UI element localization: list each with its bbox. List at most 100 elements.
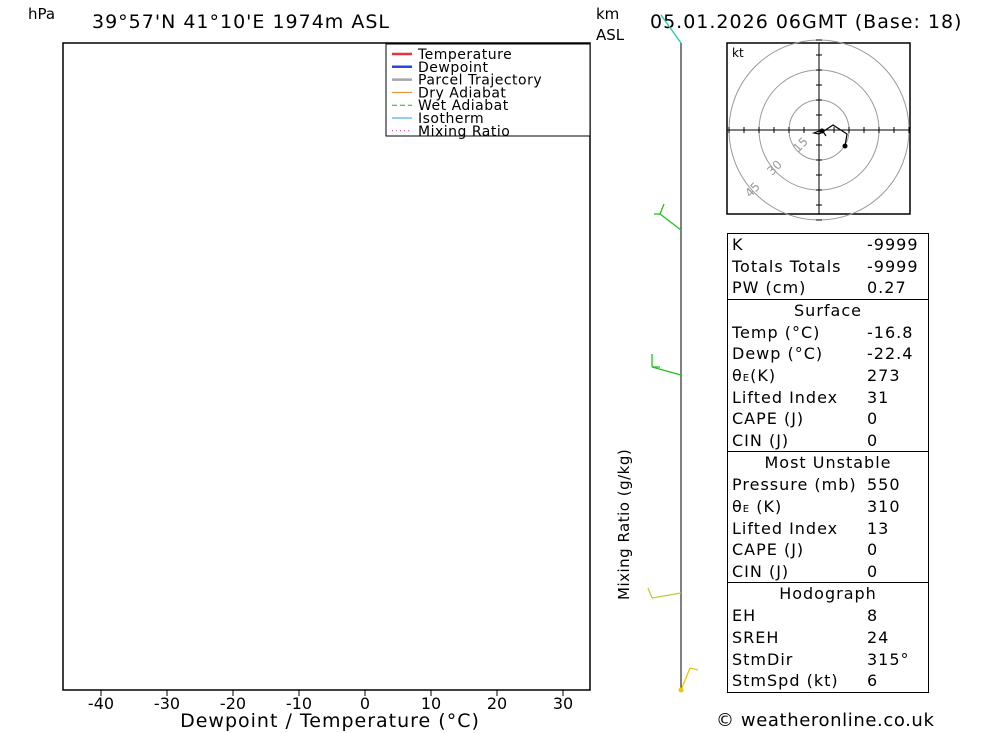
temperature-tick-label: 0 [360, 694, 370, 713]
stat-pw: PW (cm) 0.27 [728, 277, 928, 299]
stat-label: K [732, 235, 744, 254]
stat-value: 310 [867, 496, 901, 516]
wind-barb [659, 213, 682, 231]
temperature-tick-label: 10 [421, 694, 441, 713]
legend-label: Mixing Ratio [418, 124, 510, 140]
pressure-unit-label: hPa [28, 5, 55, 23]
legend-label: Dry Adiabat [418, 85, 506, 101]
altitude-asl-label: ASL [596, 26, 625, 44]
wind-barb [651, 592, 682, 599]
stat-label: Pressure (mb) [732, 475, 857, 495]
station-location: 39°57'N 41°10'E 1974m ASL [92, 11, 390, 33]
stat-surface-lifted-index: Lifted Index 31 [728, 387, 928, 409]
theta-symbol: θ [732, 365, 743, 385]
mixing-ratio-axis-title: Mixing Ratio (g/kg) [615, 449, 633, 600]
surface-heading: Surface [728, 298, 928, 322]
stat-label: θE(K) [732, 365, 776, 387]
temperature-tick-label: -10 [286, 694, 312, 713]
stat-value: 273 [867, 365, 901, 385]
x-axis-title: Dewpoint / Temperature (°C) [180, 710, 480, 732]
legend-label: Dewpoint [418, 60, 489, 76]
most-unstable-heading: Most Unstable [728, 451, 928, 474]
wind-barb [689, 667, 699, 671]
legend-label: Wet Adiabat [418, 98, 509, 114]
stat-label: Lifted Index [732, 387, 839, 407]
stat-sreh: SREH 24 [728, 627, 928, 649]
legend-label: Temperature [417, 47, 512, 63]
stat-value: 0 [867, 430, 879, 450]
stat-mu-cape: CAPE (J) 0 [728, 539, 928, 561]
stat-label: CIN (J) [732, 561, 790, 581]
plot-frame [62, 42, 591, 691]
wind-barb [651, 366, 682, 376]
theta-subscript: E [742, 503, 751, 515]
stat-value: 31 [867, 387, 890, 407]
theta-subscript: E [742, 372, 751, 384]
stat-value: 0 [867, 540, 879, 560]
temperature-axis-labels: -40 -30 -20 -10 0 10 20 30 [88, 690, 573, 713]
stat-totals-totals: Totals Totals -9999 [728, 256, 928, 278]
stat-surface-cin: CIN (J) 0 [728, 430, 928, 452]
stat-label: CAPE (J) [732, 540, 805, 560]
stability-indices-table: K -9999 Totals Totals -9999 PW (cm) 0.27 Su… [727, 233, 929, 693]
stat-mu-pressure: Pressure (mb) 550 [728, 474, 928, 496]
stat-label: CAPE (J) [732, 409, 805, 429]
stat-label: EH [732, 606, 757, 626]
stat-label: Lifted Index [732, 518, 839, 538]
copyright-notice[interactable]: © weatheronline.co.uk [716, 710, 935, 731]
hodograph: kt 15 30 45 [726, 39, 911, 221]
hodograph-point [819, 128, 825, 134]
wind-barb [647, 587, 653, 599]
temperature-tick-label: 30 [553, 694, 573, 713]
stat-value: 24 [867, 627, 890, 647]
legend-label: Isotherm [418, 111, 484, 127]
stat-value: -16.8 [867, 322, 914, 342]
stat-stmdir: StmDir 315° [728, 649, 928, 671]
stat-surface-dewp: Dewp (°C) -22.4 [728, 343, 928, 365]
stat-k: K -9999 [728, 234, 928, 256]
stat-value: -22.4 [867, 344, 914, 364]
stat-mu-cin: CIN (J) 0 [728, 561, 928, 583]
valid-datetime: 05.01.2026 06GMT (Base: 18) [650, 11, 962, 33]
stat-label: θE (K) [732, 496, 782, 518]
stat-value: -9999 [867, 256, 919, 276]
wind-barb [680, 667, 691, 691]
temperature-tick-label: 20 [487, 694, 507, 713]
stat-value: 550 [867, 475, 901, 495]
stat-stmspd: StmSpd (kt) 6 [728, 670, 928, 692]
stat-value: 6 [867, 671, 879, 691]
wind-profile [647, 14, 699, 693]
stat-surface-temp: Temp (°C) -16.8 [728, 322, 928, 344]
stat-label: SREH [732, 627, 780, 647]
legend-box [385, 43, 591, 137]
stat-mu-theta-e: θE (K) 310 [728, 496, 928, 518]
legend-label: Parcel Trajectory [418, 73, 542, 89]
theta-unit: (K) [750, 365, 777, 385]
stat-value: 0.27 [867, 278, 907, 298]
wind-barb [660, 14, 682, 44]
stat-label: Dewp (°C) [732, 344, 824, 364]
temperature-tick-label: -20 [220, 694, 246, 713]
stat-value: 0 [867, 561, 879, 581]
theta-symbol: θ [732, 496, 743, 516]
wind-barb [659, 203, 665, 215]
stat-label: Totals Totals [732, 256, 842, 276]
stat-mu-lifted-index: Lifted Index 13 [728, 518, 928, 540]
stat-value: 0 [867, 409, 879, 429]
stat-value: -9999 [867, 235, 919, 254]
stat-label: PW (cm) [732, 278, 807, 298]
temperature-tick-label: -40 [88, 694, 114, 713]
stat-surface-cape: CAPE (J) 0 [728, 408, 928, 430]
temperature-tick-label: -30 [154, 694, 180, 713]
hodograph-ticks [728, 39, 910, 221]
stat-label: StmSpd (kt) [732, 671, 839, 691]
altitude-unit-label: km [596, 5, 619, 23]
theta-unit: (K) [750, 496, 783, 516]
hodograph-point [842, 143, 848, 149]
hodograph-heading: Hodograph [728, 582, 928, 605]
stat-eh: EH 8 [728, 605, 928, 627]
stat-value: 13 [867, 518, 890, 538]
stat-value: 315° [867, 649, 910, 669]
